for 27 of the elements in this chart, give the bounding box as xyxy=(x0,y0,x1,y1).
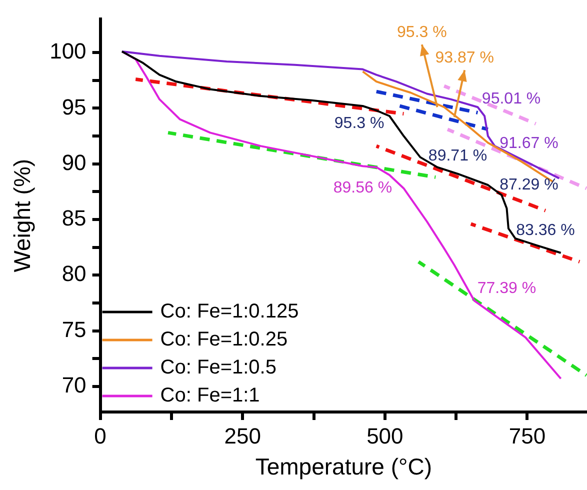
y-axis-title: Weight (%) xyxy=(9,158,36,272)
legend-label: Co: Fe=1:0.125 xyxy=(160,300,299,323)
legend-label: Co: Fe=1:1 xyxy=(160,384,260,407)
annotation: 91.67 % xyxy=(500,135,558,152)
y-tick-label: 70 xyxy=(62,372,86,398)
annotation: 89.56 % xyxy=(333,180,392,197)
y-tick-label: 90 xyxy=(62,150,86,175)
annotation: 89.71 % xyxy=(428,147,488,164)
annotation: 83.36 % xyxy=(516,222,575,240)
y-tick-label: 75 xyxy=(62,316,86,342)
annotation: 95.01 % xyxy=(482,90,541,108)
x-tick-label: 250 xyxy=(224,423,261,448)
legend-label: Co: Fe=1:0.5 xyxy=(160,356,276,379)
x-tick-label: 500 xyxy=(366,423,404,448)
annotation: 87.29 % xyxy=(500,176,558,194)
annotation: 93.87 % xyxy=(435,50,494,67)
x-tick-label: 0 xyxy=(94,423,106,448)
annotation: 95.3 % xyxy=(397,24,447,41)
y-tick-label: 85 xyxy=(62,206,86,231)
x-tick-label: 750 xyxy=(508,423,546,448)
y-tick-label: 95 xyxy=(62,94,86,120)
annotation: 77.39 % xyxy=(477,280,536,297)
annotation: 95.3 % xyxy=(334,115,384,132)
x-axis-title: Temperature (°C) xyxy=(255,454,432,480)
y-tick-label: 100 xyxy=(50,38,86,64)
y-tick-label: 80 xyxy=(62,261,86,286)
legend-label: Co: Fe=1:0.25 xyxy=(160,328,288,351)
